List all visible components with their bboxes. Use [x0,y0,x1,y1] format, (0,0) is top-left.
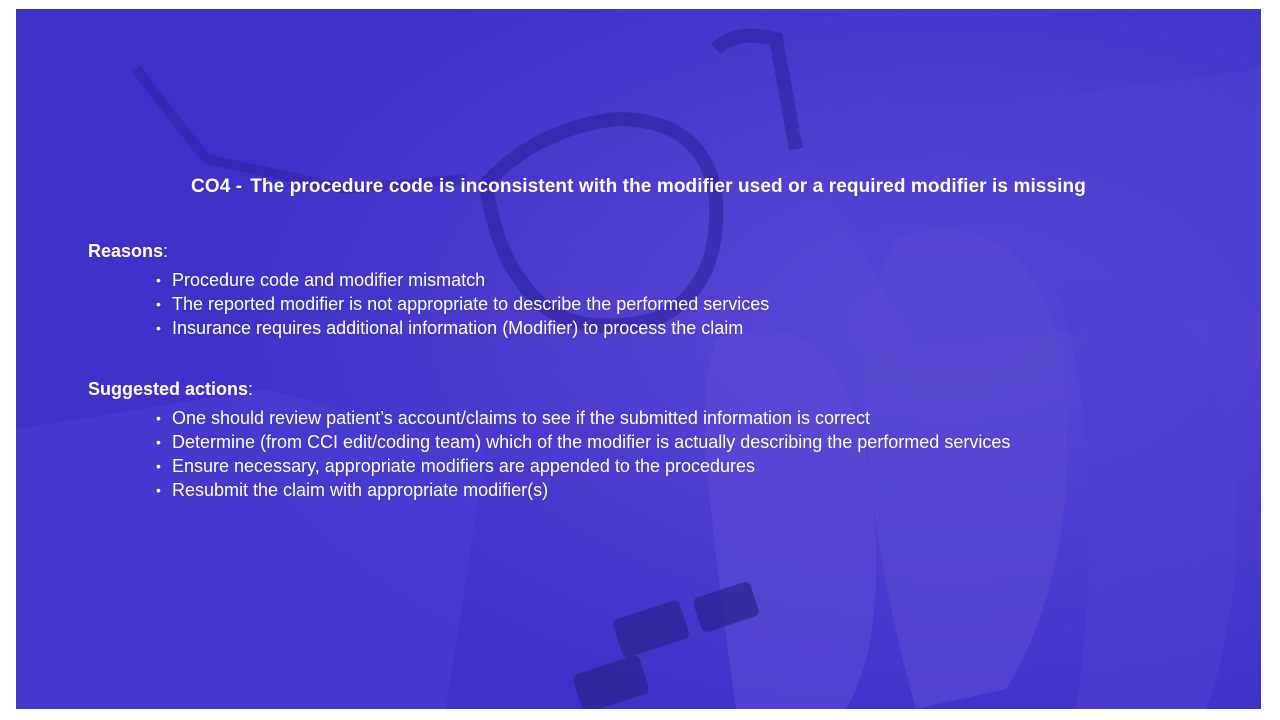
suggested-actions-heading-label: Suggested actions [88,379,249,399]
list-item: • One should review patient’s account/cla… [154,406,1182,430]
bullet-icon: • [156,410,161,426]
reason-text: Procedure code and modifier mismatch [172,270,486,290]
action-text: Determine (from CCI edit/coding team) wh… [172,432,1011,452]
bullet-icon: • [156,482,161,498]
action-text: Resubmit the claim with appropriate modi… [172,480,549,500]
list-item: • Procedure code and modifier mismatch [154,268,1182,292]
list-item: • Determine (from CCI edit/coding team) w… [154,430,1182,454]
reasons-heading-colon: : [163,241,169,261]
reason-text: The reported modifier is not appropriate… [172,294,770,314]
reasons-list: • Procedure code and modifier mismatch • T… [154,268,1182,340]
action-text: Ensure necessary, appropriate modifiers … [172,456,756,476]
bullet-icon: • [156,272,161,288]
list-item: • Insurance requires additional informati… [154,316,1182,340]
bullet-icon: • [156,434,161,450]
slide-title: CO4 - The procedure code is inconsistent … [16,176,1261,198]
bullet-icon: • [156,320,161,336]
list-item: • The reported modifier is not appropriat… [154,292,1182,316]
bullet-icon: • [156,296,161,312]
list-item: • Resubmit the claim with appropriate mod… [154,478,1182,502]
denial-description: The procedure code is inconsistent with … [250,176,1086,197]
list-item: • Ensure necessary, appropriate modifiers… [154,454,1182,478]
action-text: One should review patient’s account/clai… [172,408,871,428]
reasons-heading-label: Reasons [88,241,164,261]
slide-content: CO4 - The procedure code is inconsistent … [16,9,1261,709]
suggested-actions-list: • One should review patient’s account/cla… [154,406,1182,502]
slide: CO4 - The procedure code is inconsistent … [16,9,1261,709]
background-photo-glasses-calculator [16,9,1261,709]
reason-text: Insurance requires additional informatio… [172,318,744,338]
denial-code: CO4 - [191,176,243,197]
suggested-actions-heading: Suggested actions: [88,379,253,400]
bullet-icon: • [156,458,161,474]
suggested-actions-heading-colon: : [248,379,254,399]
reasons-heading: Reasons: [88,241,168,262]
